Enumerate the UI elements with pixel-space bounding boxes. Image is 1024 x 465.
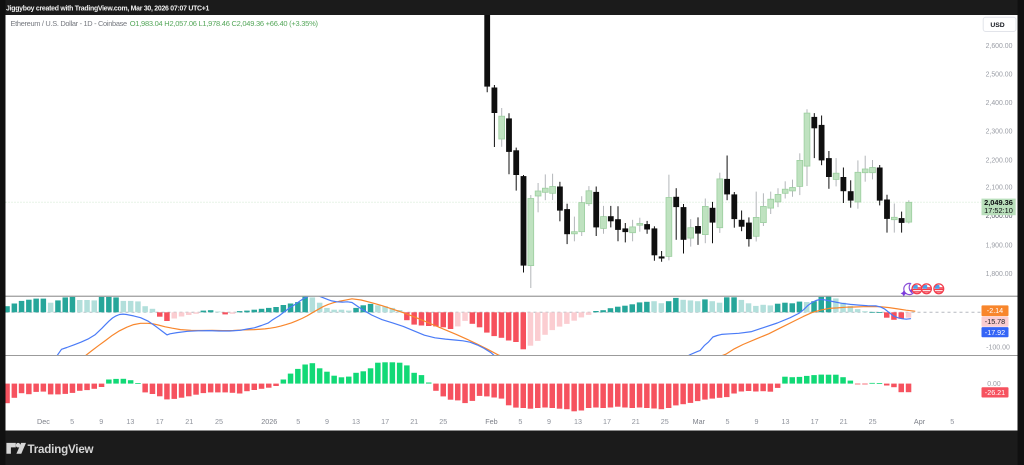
svg-text:25: 25: [215, 417, 223, 426]
svg-text:-2.14: -2.14: [987, 306, 1003, 315]
svg-text:5: 5: [950, 417, 954, 426]
svg-text:13: 13: [782, 417, 790, 426]
svg-text:21: 21: [185, 417, 193, 426]
svg-text:2,100.00: 2,100.00: [986, 185, 1013, 192]
svg-text:17:52:10: 17:52:10: [984, 206, 1013, 215]
svg-text:25: 25: [661, 417, 669, 426]
svg-text:1,800.00: 1,800.00: [986, 271, 1013, 278]
svg-text:2,600.00: 2,600.00: [986, 43, 1013, 50]
svg-text:-26.21: -26.21: [985, 388, 1005, 397]
svg-text:0.00: 0.00: [987, 381, 1001, 388]
svg-text:2,049.36: 2,049.36: [984, 198, 1013, 207]
svg-text:13: 13: [126, 417, 134, 426]
svg-text:2,500.00: 2,500.00: [986, 72, 1013, 79]
svg-text:2,200.00: 2,200.00: [986, 157, 1013, 164]
svg-text:5: 5: [70, 417, 74, 426]
svg-text:17: 17: [156, 417, 164, 426]
svg-text:2,300.00: 2,300.00: [986, 129, 1013, 136]
svg-text:13: 13: [574, 417, 582, 426]
svg-text:9: 9: [755, 417, 759, 426]
svg-text:O1,983.04 H2,057.06 L1,978.4: O1,983.04 H2,057.06 L1,978.46 C2,049.36 …: [130, 19, 319, 28]
svg-text:17: 17: [603, 417, 611, 426]
svg-text:1,900.00: 1,900.00: [986, 243, 1013, 250]
svg-text:-100.00: -100.00: [986, 344, 1010, 351]
svg-text:2,400.00: 2,400.00: [986, 100, 1013, 107]
svg-text:17: 17: [381, 417, 389, 426]
svg-text:Apr: Apr: [914, 417, 926, 426]
svg-text:Mar: Mar: [693, 417, 706, 426]
svg-text:25: 25: [869, 417, 877, 426]
svg-text:13: 13: [352, 417, 360, 426]
svg-text:5: 5: [726, 417, 730, 426]
svg-text:5: 5: [296, 417, 300, 426]
svg-text:Ethereum / U.S. Dollar - 1D -: Ethereum / U.S. Dollar - 1D - Coinbase: [11, 19, 128, 28]
svg-text:Dec: Dec: [37, 417, 50, 426]
svg-text:Feb: Feb: [485, 417, 497, 426]
svg-text:USD: USD: [990, 22, 1004, 29]
svg-text:TradingView: TradingView: [28, 443, 95, 456]
svg-text:2,000.00: 2,000.00: [986, 213, 1013, 220]
svg-text:2026: 2026: [261, 417, 277, 426]
svg-text:Jiggyboy created with TradingV: Jiggyboy created with TradingView.com, M…: [6, 6, 210, 13]
svg-text:-15.78: -15.78: [985, 317, 1005, 326]
svg-text:17: 17: [811, 417, 819, 426]
svg-text:9: 9: [547, 417, 551, 426]
svg-text:21: 21: [632, 417, 640, 426]
svg-text:25: 25: [439, 417, 447, 426]
svg-text:21: 21: [840, 417, 848, 426]
svg-text:9: 9: [99, 417, 103, 426]
svg-text:9: 9: [325, 417, 329, 426]
svg-text:5: 5: [518, 417, 522, 426]
svg-text:21: 21: [410, 417, 418, 426]
svg-text:-17.92: -17.92: [985, 328, 1005, 337]
